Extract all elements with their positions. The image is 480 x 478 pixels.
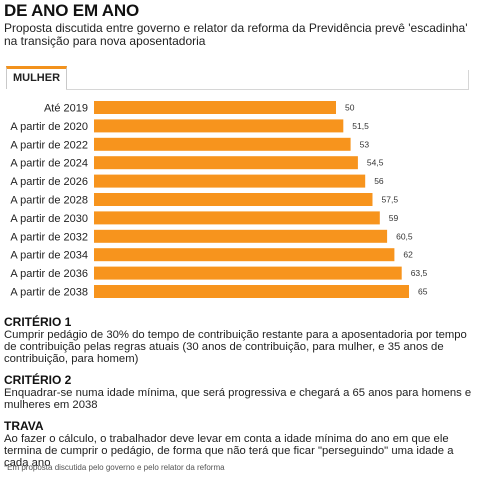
bar — [94, 248, 395, 262]
category-label: A partir de 2020 — [10, 121, 88, 133]
bar — [94, 266, 402, 280]
trava-text: Ao fazer o cálculo, o trabalhador deve l… — [4, 433, 454, 469]
value-label: 57,5 — [382, 195, 399, 205]
category-label: A partir de 2026 — [10, 176, 88, 188]
age-bar-chart: Até 2019 50 A partir de 2020 51,5 A partir d… — [10, 101, 428, 299]
category-label: A partir de 2030 — [10, 213, 88, 225]
value-label: 59 — [389, 213, 399, 223]
bar — [94, 193, 373, 206]
category-label: A partir de 2038 — [10, 287, 88, 299]
trava-title: TRAVA — [4, 419, 44, 433]
bar — [94, 137, 351, 151]
tab-divider — [66, 89, 468, 90]
page-subtitle: Proposta discutida entre governo e relat… — [4, 21, 468, 48]
bar — [94, 174, 366, 188]
footnote: *Em proposta discutida pelo governo e pe… — [4, 463, 225, 472]
page-title: DE ANO EM ANO — [4, 1, 139, 20]
bar — [94, 119, 344, 133]
value-label: 51,5 — [352, 121, 369, 131]
tab-divider-right — [468, 70, 469, 90]
value-label: 50 — [345, 103, 355, 113]
bar — [94, 229, 388, 243]
category-label: Até 2019 — [44, 103, 88, 115]
category-label: A partir de 2024 — [10, 158, 88, 170]
value-label: 60,5 — [396, 231, 413, 241]
criterio-1-title: CRITÉRIO 1 — [4, 315, 72, 329]
criterio-2-title: CRITÉRIO 2 — [4, 373, 72, 387]
value-label: 63,5 — [411, 268, 428, 278]
trava-section: TRAVA Ao fazer o cálculo, o trabalhador … — [4, 419, 474, 470]
category-label: A partir de 2028 — [10, 195, 88, 207]
value-label: 56 — [374, 176, 384, 186]
criterio-2-text: Enquadrar-se numa idade mínima, que será… — [4, 387, 472, 411]
criterio-2-section: CRITÉRIO 2 Enquadrar-se numa idade mínim… — [4, 373, 474, 412]
criterio-1-section: CRITÉRIO 1 Cumprir pedágio de 30% do tem… — [4, 315, 474, 366]
bar — [94, 285, 409, 298]
category-label: A partir de 2032 — [10, 231, 88, 243]
bar — [94, 156, 358, 170]
value-label: 65 — [418, 287, 428, 297]
value-label: 53 — [360, 139, 370, 149]
category-label: A partir de 2036 — [10, 268, 88, 280]
category-label: A partir de 2034 — [10, 250, 88, 262]
bar — [94, 211, 380, 225]
tab-mulher[interactable]: MULHER — [6, 66, 67, 89]
criterio-1-text: Cumprir pedágio de 30% do tempo de contr… — [4, 329, 467, 365]
value-label: 54,5 — [367, 158, 384, 168]
category-label: A partir de 2022 — [10, 139, 88, 151]
bar — [94, 101, 336, 114]
value-label: 62 — [403, 250, 413, 260]
